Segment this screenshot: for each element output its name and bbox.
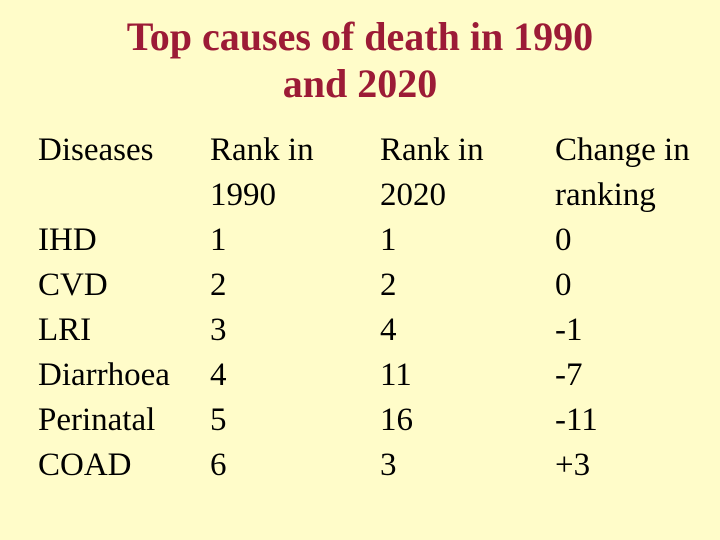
column-header-change-line2: ranking xyxy=(555,177,656,213)
title-line-2: and 2020 xyxy=(282,61,438,106)
table-cell-rank-2020: 2 xyxy=(380,267,397,303)
title-line-1: Top causes of death in 1990 xyxy=(126,14,594,59)
table-cell-change: +3 xyxy=(555,447,591,483)
table-cell-rank-2020: 3 xyxy=(380,447,397,483)
rank-table: Diseases IHD CVD LRI Diarrhoea Perinatal… xyxy=(38,128,714,488)
table-cell-rank-1990: 3 xyxy=(210,312,227,348)
table-cell-rank-1990: 4 xyxy=(210,357,227,393)
slide-title: Top causes of death in 1990 and 2020 xyxy=(0,0,720,107)
table-cell-rank-1990: 1 xyxy=(210,222,227,258)
table-cell-disease: Diarrhoea xyxy=(38,357,170,393)
column-header-rank-2020-line2: 2020 xyxy=(380,177,446,213)
table-cell-change: -11 xyxy=(555,402,598,438)
table-cell-disease: CVD xyxy=(38,267,108,303)
column-change-in-ranking: Change in ranking 0 0 -1 -7 -11 +3 xyxy=(555,128,714,488)
column-diseases: Diseases IHD CVD LRI Diarrhoea Perinatal… xyxy=(38,128,210,488)
table-cell-disease: COAD xyxy=(38,447,132,483)
column-rank-1990: Rank in 1990 1 2 3 4 5 6 xyxy=(210,128,380,488)
table-cell-rank-1990: 5 xyxy=(210,402,227,438)
table-cell-rank-1990: 6 xyxy=(210,447,227,483)
table-cell-disease: LRI xyxy=(38,312,92,348)
table-cell-disease: Perinatal xyxy=(38,402,156,438)
column-header-rank-1990: Rank in xyxy=(210,132,314,168)
table-cell-rank-2020: 11 xyxy=(380,357,412,393)
column-header-diseases-line2 xyxy=(38,173,210,218)
table-cell-rank-1990: 2 xyxy=(210,267,227,303)
table-cell-disease: IHD xyxy=(38,222,97,258)
table-cell-rank-2020: 1 xyxy=(380,222,397,258)
table-cell-change: -7 xyxy=(555,357,583,393)
table-cell-change: 0 xyxy=(555,222,572,258)
column-header-rank-1990-line2: 1990 xyxy=(210,177,276,213)
table-cell-rank-2020: 16 xyxy=(380,402,413,438)
column-header-change: Change in xyxy=(555,132,690,168)
column-rank-2020: Rank in 2020 1 2 4 11 16 3 xyxy=(380,128,555,488)
table-cell-change: -1 xyxy=(555,312,583,348)
column-header-diseases: Diseases xyxy=(38,132,154,168)
table-cell-rank-2020: 4 xyxy=(380,312,397,348)
table-cell-change: 0 xyxy=(555,267,572,303)
column-header-rank-2020: Rank in xyxy=(380,132,484,168)
